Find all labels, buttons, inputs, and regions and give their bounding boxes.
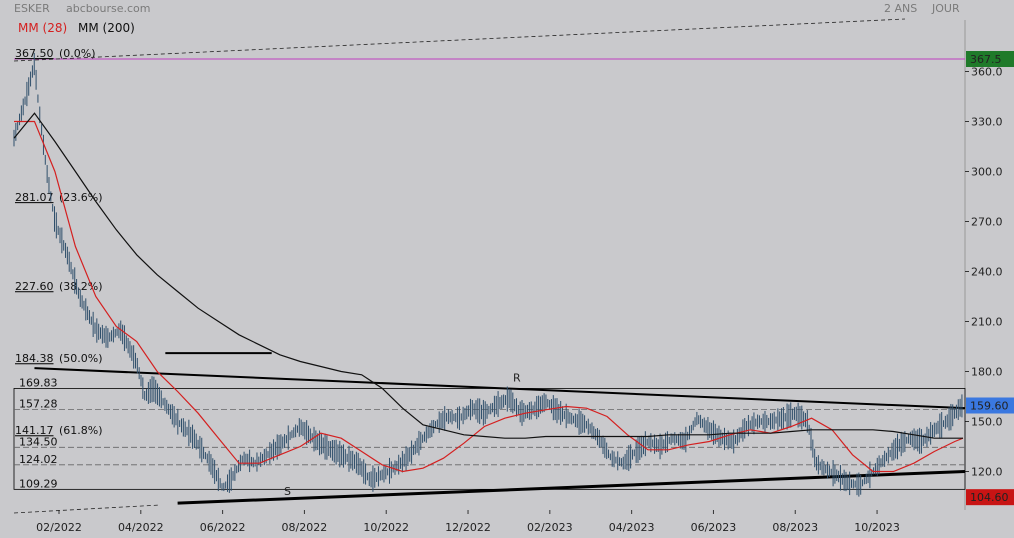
x-tick-label: 06/2022 [200, 521, 246, 534]
y-tick-label: 210.0 [971, 316, 1003, 329]
fib-value-label: 227.60 [15, 280, 54, 293]
legend-ma200: MM (200) [78, 21, 135, 35]
low-price-badge [966, 489, 1014, 506]
fib-pct-label: (38.2%) [59, 280, 103, 293]
fib-pct-label: (50.0%) [59, 352, 103, 365]
fib-value-label: 281.07 [15, 191, 54, 204]
legend-ma28: MM (28) [18, 21, 68, 35]
y-tick-label: 240.0 [971, 266, 1003, 279]
last-price-badge [966, 397, 1014, 414]
x-tick-label: 10/2023 [854, 521, 900, 534]
fib-value-label: 184.38 [15, 352, 54, 365]
y-tick-label: 330.0 [971, 116, 1003, 129]
symbol-label: ESKER [14, 2, 50, 15]
high-price-text: 367.5 [970, 53, 1002, 66]
high-price-badge [966, 51, 1014, 67]
last-price-text: 159.60 [970, 400, 1009, 413]
level-label: 109.29 [19, 477, 58, 490]
level-label: 169.83 [19, 376, 58, 389]
resistance-trendline [34, 367, 966, 410]
level-label: 124.02 [19, 453, 58, 466]
annotation-r: R [513, 372, 521, 385]
y-tick-label: 360.0 [971, 66, 1003, 79]
x-tick-label: 06/2023 [691, 521, 737, 534]
level-label: 134.50 [19, 435, 58, 448]
fib-pct-label: (0.0%) [59, 47, 96, 60]
source-label: abcbourse.com [66, 2, 151, 15]
y-tick-label: 150.0 [971, 416, 1003, 429]
x-tick-label: 04/2023 [609, 521, 655, 534]
x-tick-label: 02/2022 [36, 521, 82, 534]
ma200-line [13, 112, 963, 439]
upper-trend-dashed [13, 18, 906, 62]
x-tick-label: 08/2023 [772, 521, 818, 534]
fib-pct-label: (61.8%) [59, 424, 103, 437]
level-label: 157.28 [19, 397, 58, 410]
x-tick-label: 12/2022 [445, 521, 491, 534]
y-tick-label: 180.0 [971, 366, 1003, 379]
ma28-line [14, 120, 964, 473]
low-price-text: 104.60 [970, 491, 1009, 504]
period-selector[interactable]: 2 ANS [884, 2, 918, 15]
annotation-s: S [284, 485, 291, 498]
x-tick-label: 10/2022 [363, 521, 409, 534]
fib-pct-label: (23.6%) [59, 191, 103, 204]
x-tick-label: 02/2023 [527, 521, 573, 534]
x-tick-label: 04/2022 [118, 521, 164, 534]
support-trendline [177, 470, 966, 505]
lower-trend-dashed [13, 504, 161, 514]
interval-selector[interactable]: JOUR [932, 2, 960, 15]
x-tick-label: 08/2022 [282, 521, 328, 534]
y-tick-label: 270.0 [971, 216, 1003, 229]
y-tick-label: 300.0 [971, 166, 1003, 179]
y-tick-label: 120.0 [971, 466, 1003, 479]
fib-value-label: 141.17 [15, 424, 54, 437]
